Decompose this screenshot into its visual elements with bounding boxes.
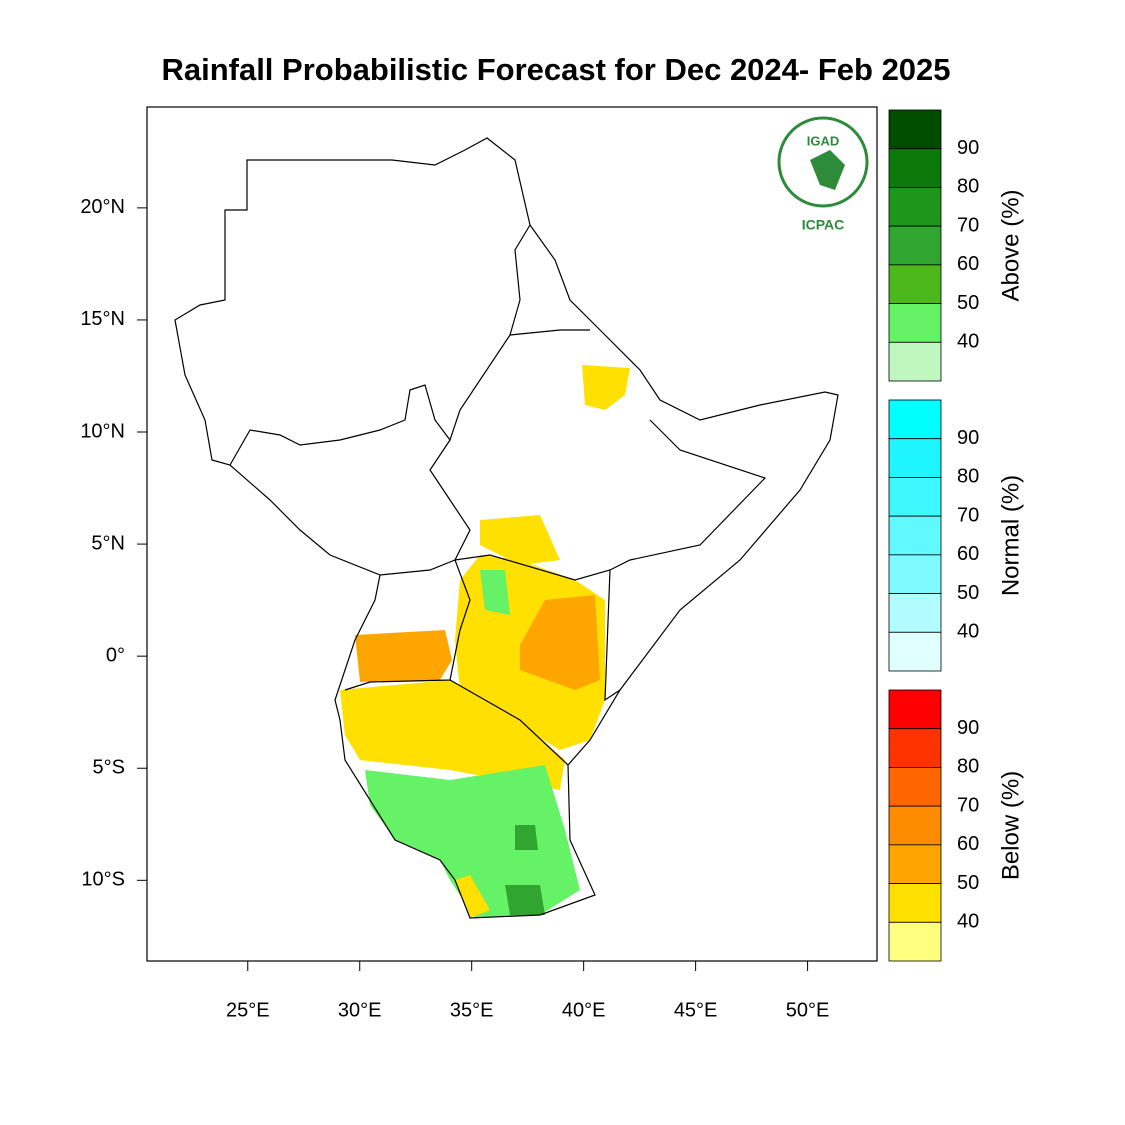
below-area	[520, 595, 600, 690]
colorbar-label: Below (%)	[997, 771, 1024, 880]
colorbar-box	[888, 438, 942, 478]
colorbar-tick-label: 50	[957, 582, 979, 604]
colorbar-box	[888, 593, 942, 633]
colorbar-tick-label: 60	[957, 253, 979, 275]
colorbar-box	[888, 264, 942, 304]
colorbar-tick-label: 60	[957, 543, 979, 565]
title: Rainfall Probabilistic Forecast for Dec …	[161, 52, 950, 87]
colorbar-box	[888, 303, 942, 343]
colorbar-box	[888, 767, 942, 807]
above-area	[505, 885, 545, 915]
y-tick-label: 15°N	[80, 308, 125, 330]
colorbar-box	[888, 341, 942, 382]
colorbar-box	[888, 515, 942, 556]
logo-map	[810, 150, 845, 190]
x-tick-label: 35°E	[450, 999, 494, 1021]
below-area	[355, 630, 452, 682]
logo: IGAD ICPAC	[777, 116, 869, 233]
colorbar-box	[888, 554, 942, 594]
y-tick-label: 10°N	[80, 420, 125, 442]
below-area	[480, 515, 560, 565]
colorbar-tick-label: 60	[957, 833, 979, 855]
x-tick-label: 30°E	[338, 999, 382, 1021]
colorbar-box	[888, 844, 942, 884]
x-tick-label: 50°E	[786, 999, 830, 1021]
colorbar-box	[888, 921, 942, 962]
y-tick-label: 20°N	[80, 196, 125, 218]
colorbar-tick-label: 70	[957, 794, 979, 816]
colorbar-box	[888, 225, 942, 266]
colorbar-tick-label: 80	[957, 176, 979, 198]
colorbar-tick-label: 80	[957, 466, 979, 488]
country-border	[229, 329, 590, 466]
region-outline	[174, 137, 839, 919]
above-area	[515, 825, 538, 850]
y-tick-label: 5°N	[91, 532, 125, 554]
colorbar-box	[888, 883, 942, 923]
country-border	[429, 419, 767, 581]
colorbar-tick-label: 70	[957, 214, 979, 236]
colorbar-tick-label: 50	[957, 292, 979, 314]
colorbar-label: Above (%)	[997, 189, 1024, 301]
country-border	[449, 679, 569, 766]
colorbar-box	[888, 477, 942, 517]
colorbar-tick-label: 80	[957, 756, 979, 778]
colorbar-label: Normal (%)	[997, 475, 1024, 596]
logo-top: IGAD	[807, 133, 840, 148]
colorbar-box	[888, 148, 942, 188]
colorbar-box	[888, 399, 942, 440]
below-area	[340, 680, 565, 790]
country-border	[344, 559, 471, 691]
country-border	[604, 569, 621, 702]
x-tick-label: 25°E	[226, 999, 270, 1021]
forecast-areas	[340, 365, 630, 918]
x-tick-label: 45°E	[674, 999, 718, 1021]
y-tick-label: 10°S	[81, 869, 125, 891]
colorbar-tick-label: 40	[957, 621, 979, 643]
below-area	[455, 875, 490, 918]
colorbar-box	[888, 728, 942, 768]
colorbar-box	[888, 109, 942, 150]
logo-bottom: ICPAC	[802, 217, 845, 233]
y-tick-label: 0°	[106, 644, 125, 666]
x-tick-label: 40°E	[562, 999, 606, 1021]
colorbar-tick-label: 90	[957, 427, 979, 449]
colorbar-tick-label: 40	[957, 911, 979, 933]
above-area	[365, 765, 580, 918]
colorbar-tick-label: 90	[957, 137, 979, 159]
colorbar-box	[888, 187, 942, 227]
colorbar-tick-label: 90	[957, 717, 979, 739]
colorbar-box	[888, 689, 942, 730]
below-area	[582, 365, 630, 410]
colorbar-tick-label: 70	[957, 504, 979, 526]
y-tick-label: 5°S	[93, 757, 125, 779]
above-area	[480, 570, 510, 615]
colorbar-box	[888, 631, 942, 672]
colorbar-tick-label: 50	[957, 872, 979, 894]
colorbar-tick-label: 40	[957, 331, 979, 353]
colorbar-box	[888, 805, 942, 846]
country-border	[509, 224, 531, 336]
